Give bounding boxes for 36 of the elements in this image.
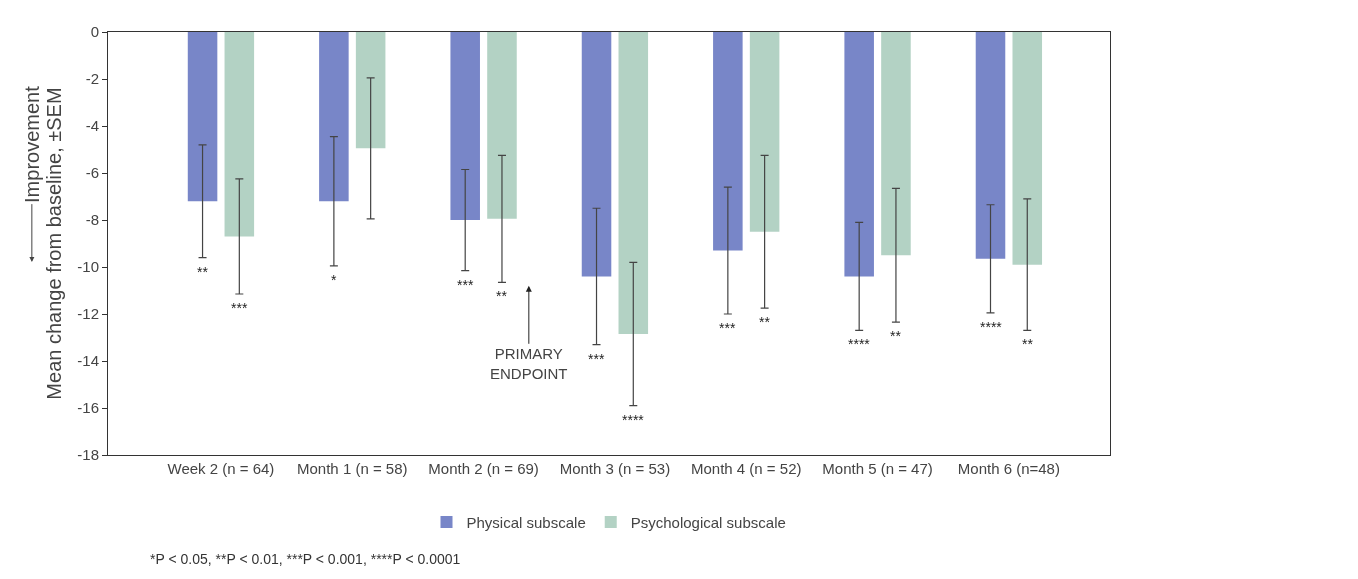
x-tick-label: Week 2 (n = 64) xyxy=(167,460,275,477)
y-axis-title: Mean change from baseline, ±SEM xyxy=(42,87,65,400)
x-tick-label: Month 5 (n = 47) xyxy=(822,460,933,477)
y-tick-label: -10 xyxy=(77,258,99,276)
y-tick-label: -18 xyxy=(77,446,99,464)
y-tick-label: -6 xyxy=(85,164,99,182)
annotation: PRIMARY ENDPOINT xyxy=(490,345,568,382)
annotation: **** xyxy=(848,336,871,352)
annotation: **** xyxy=(622,412,645,428)
annotation: * xyxy=(331,272,337,288)
y-tick-label: -12 xyxy=(77,305,99,323)
annotation: *** xyxy=(231,300,248,316)
annotation: ** xyxy=(890,328,902,344)
legend-label: Psychological subscale xyxy=(630,513,786,531)
annotation: ** xyxy=(1022,336,1034,352)
annotation: *** xyxy=(457,277,474,293)
text: *P < 0.05, **P < 0.01, ***P < 0.001, ****P < 0.0001 xyxy=(150,551,461,567)
x-tick-label: Month 6 (n=48) xyxy=(957,460,1060,477)
x-tick-label: Month 2 (n = 69) xyxy=(428,460,539,477)
y-tick-label: -16 xyxy=(77,399,99,417)
y-tick-label: -2 xyxy=(85,70,99,88)
x-tick-label: Month 1 (n = 58) xyxy=(297,460,408,477)
y-tick-label: -14 xyxy=(77,352,99,370)
text: Improvement xyxy=(20,85,43,203)
annotation: ** xyxy=(496,288,508,304)
y-tick-label: -8 xyxy=(85,211,99,229)
y-tick-label: 0 xyxy=(90,23,99,41)
annotation: *** xyxy=(588,351,605,367)
annotation: ** xyxy=(197,264,209,280)
annotation: ** xyxy=(759,314,771,330)
annotation: **** xyxy=(980,319,1003,335)
x-tick-label: Month 4 (n = 52) xyxy=(690,460,802,477)
y-tick-label: -4 xyxy=(85,117,99,135)
annotation: *** xyxy=(719,320,736,336)
legend-label: Physical subscale xyxy=(466,513,586,531)
x-tick-label: Month 3 (n = 53) xyxy=(559,460,671,477)
